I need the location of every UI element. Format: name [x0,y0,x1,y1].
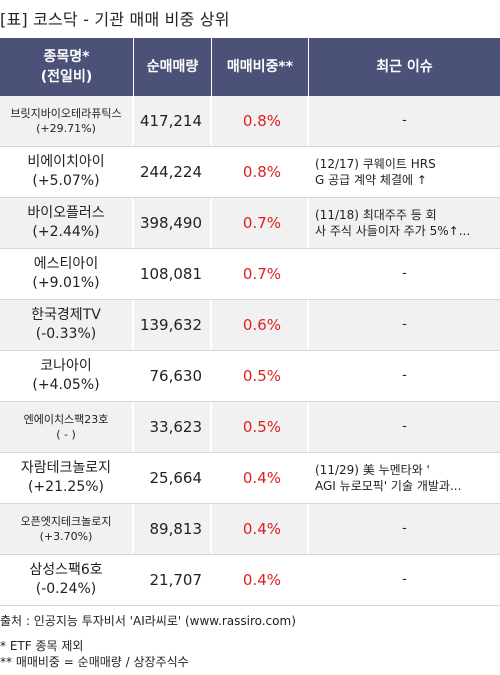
source-note: 출처 : 인공지능 투자비서 'AI라씨로' (www.rassiro.com) [0,614,296,628]
net-volume: 33,623 [134,402,212,452]
trade-ratio: 0.4% [212,453,309,503]
table-row: 코나아이 (+4.05%) 76,630 0.5% - [0,351,500,402]
stock-change: (+4.05%) [32,377,100,393]
net-volume: 76,630 [134,351,212,401]
stock-change: (+5.07%) [32,173,100,189]
stock-change: (+29.71%) [36,122,96,135]
trade-ratio: 0.7% [212,198,309,248]
recent-issue: (12/17) 쿠웨이트 HRS G 공급 계약 체결에 ↑ [309,147,500,197]
issue-line-1: - [402,266,407,281]
stock-name-cell: 엔에이치스팩23호 ( - ) [0,402,134,452]
trade-ratio: 0.6% [212,300,309,350]
recent-issue: - [309,96,500,146]
net-volume: 25,664 [134,453,212,503]
issue-line-1: - [402,572,407,587]
net-volume: 417,214 [134,96,212,146]
footnote-etf: * ETF 종목 제외 [0,639,84,653]
trade-ratio: 0.5% [212,402,309,452]
stock-name-cell: 바이오플러스 (+2.44%) [0,198,134,248]
header-issue: 최근 이슈 [376,59,433,75]
table-row: 오픈엣지테크놀로지 (+3.70%) 89,813 0.4% - [0,504,500,555]
table-row: 비에이치아이 (+5.07%) 244,224 0.8% (12/17) 쿠웨이트 HR… [0,147,500,198]
ranking-table: 종목명* (전일비) 순매매량 매매비중** 최근 이슈 브릿지바이오테라퓨틱스… [0,38,500,606]
stock-name: 한국경제TV [31,307,101,323]
net-volume: 108,081 [134,249,212,299]
stock-name: 엔에이치스팩23호 [23,413,109,426]
trade-ratio: 0.8% [212,96,309,146]
table-row: 자람테크놀로지 (+21.25%) 25,664 0.4% (11/29) 美 누멘타와… [0,453,500,504]
header-change-label: (전일비) [40,69,93,85]
table-header: 종목명* (전일비) 순매매량 매매비중** 최근 이슈 [0,38,500,96]
table-title: [표] 코스닥 - 기관 매매 비중 상위 [0,10,230,29]
net-volume: 89,813 [134,504,212,554]
stock-name: 자람테크놀로지 [20,460,112,476]
stock-name-cell: 자람테크놀로지 (+21.25%) [0,453,134,503]
issue-line-1: (12/17) 쿠웨이트 HRS [315,157,436,171]
header-volume: 순매매량 [134,38,212,96]
issue-line-2: G 공급 계약 체결에 ↑ [315,173,427,187]
table-row: 에스티아이 (+9.01%) 108,081 0.7% - [0,249,500,300]
issue-line-1: - [402,521,407,536]
stock-change: (+9.01%) [32,275,100,291]
stock-change: (+3.70%) [39,530,93,543]
stock-name-cell: 에스티아이 (+9.01%) [0,249,134,299]
table-row: 브릿지바이오테라퓨틱스 (+29.71%) 417,214 0.8% - [0,96,500,147]
net-volume: 21,707 [134,555,212,605]
stock-change: ( - ) [56,428,76,441]
stock-name: 에스티아이 [33,256,99,272]
recent-issue: - [309,351,500,401]
recent-issue: - [309,300,500,350]
table-body: 브릿지바이오테라퓨틱스 (+29.71%) 417,214 0.8% - 비에이치아이 (+… [0,96,500,606]
issue-line-1: - [402,419,407,434]
recent-issue: - [309,504,500,554]
stock-name: 삼성스팩6호 [29,562,103,578]
issue-line-1: (11/29) 美 누멘타와 ' [315,463,430,477]
issue-line-1: - [402,113,407,128]
recent-issue: (11/29) 美 누멘타와 ' AGI 뉴로모픽' 기술 개발과... [309,453,500,503]
stock-name-cell: 한국경제TV (-0.33%) [0,300,134,350]
issue-line-1: (11/18) 최대주주 등 회 [315,208,437,222]
stock-name: 비에이치아이 [27,154,105,170]
trade-ratio: 0.4% [212,555,309,605]
net-volume: 244,224 [134,147,212,197]
stock-name: 코나아이 [40,358,92,374]
trade-ratio: 0.7% [212,249,309,299]
header-name-label: 종목명* [43,49,90,65]
table-row: 삼성스팩6호 (-0.24%) 21,707 0.4% - [0,555,500,606]
stock-change: (+2.44%) [32,224,100,240]
stock-change: (-0.24%) [35,581,97,597]
issue-line-2: 사 주식 사들이자 주가 5%↑... [315,224,471,238]
stock-name-cell: 비에이치아이 (+5.07%) [0,147,134,197]
trade-ratio: 0.8% [212,147,309,197]
footnote-ratio: ** 매매비중 = 순매매량 / 상장주식수 [0,655,189,669]
table-row: 바이오플러스 (+2.44%) 398,490 0.7% (11/18) 최대주주 등 … [0,198,500,249]
net-volume: 139,632 [134,300,212,350]
table-row: 한국경제TV (-0.33%) 139,632 0.6% - [0,300,500,351]
stock-name: 오픈엣지테크놀로지 [20,515,112,528]
stock-name-cell: 코나아이 (+4.05%) [0,351,134,401]
stock-name-cell: 삼성스팩6호 (-0.24%) [0,555,134,605]
stock-name: 브릿지바이오테라퓨틱스 [10,107,122,120]
recent-issue: - [309,402,500,452]
trade-ratio: 0.4% [212,504,309,554]
recent-issue: - [309,555,500,605]
issue-line-1: - [402,317,407,332]
stock-change: (-0.33%) [35,326,97,342]
header-name: 종목명* (전일비) [0,38,134,96]
stock-name-cell: 브릿지바이오테라퓨틱스 (+29.71%) [0,96,134,146]
header-ratio: 매매비중** [212,38,309,96]
stock-change: (+21.25%) [27,479,105,495]
stock-name-cell: 오픈엣지테크놀로지 (+3.70%) [0,504,134,554]
issue-line-2: AGI 뉴로모픽' 기술 개발과... [315,479,462,493]
trade-ratio: 0.5% [212,351,309,401]
issue-line-1: - [402,368,407,383]
table-row: 엔에이치스팩23호 ( - ) 33,623 0.5% - [0,402,500,453]
stock-name: 바이오플러스 [27,205,105,221]
recent-issue: - [309,249,500,299]
net-volume: 398,490 [134,198,212,248]
